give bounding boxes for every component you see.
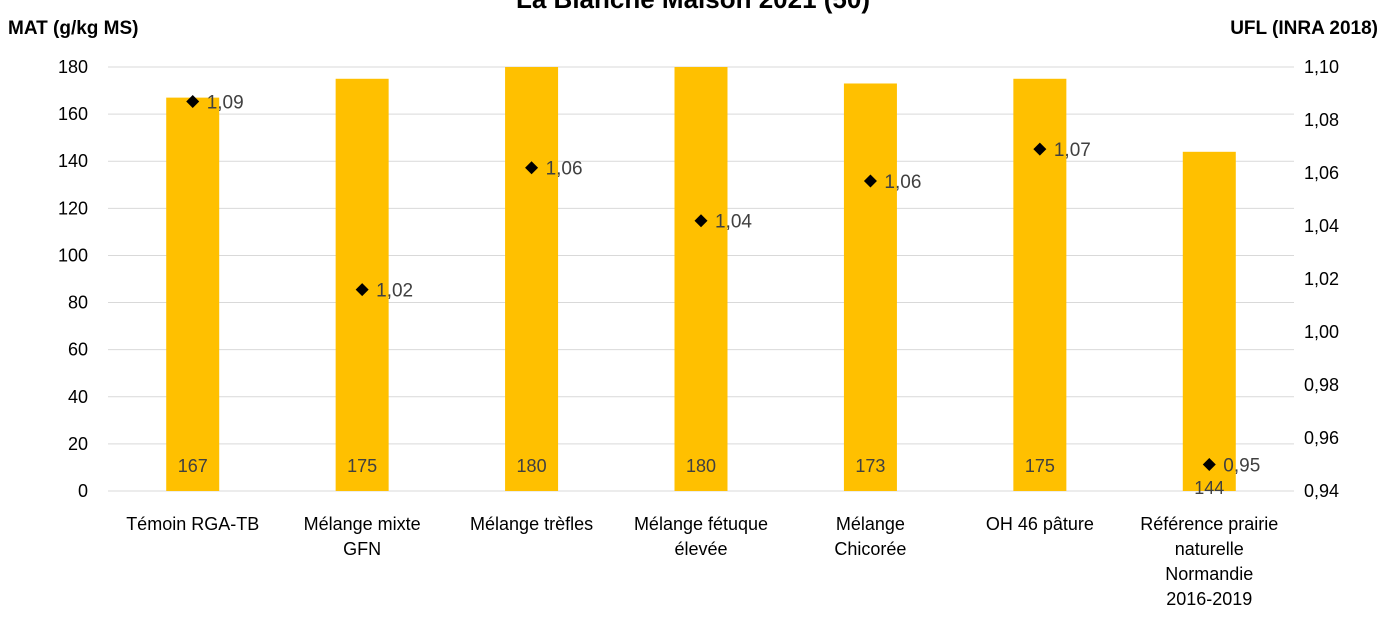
- bar: [843, 83, 897, 491]
- y2-tick-label: 0,96: [1304, 428, 1339, 448]
- point-value-label: 0,95: [1223, 456, 1260, 477]
- point-marker: [863, 174, 877, 188]
- category-label: OH 46 pâture: [986, 514, 1094, 534]
- bar-value-label: 180: [517, 456, 547, 476]
- bar: [674, 67, 728, 491]
- category-label: 2016-2019: [1166, 589, 1252, 609]
- y2-tick-label: 1,00: [1304, 322, 1339, 342]
- category-label: naturelle: [1175, 539, 1244, 559]
- bar-value-label: 144: [1194, 478, 1224, 498]
- point-value-label: 1,02: [376, 281, 413, 302]
- point-marker: [694, 214, 708, 228]
- y2-tick-label: 1,04: [1304, 216, 1339, 236]
- bars: 167 175 180 180 173 175 144: [166, 67, 1236, 498]
- category-label: Chicorée: [834, 539, 906, 559]
- tick-labels: 0 20 40 60 80 100 120 140 160 180 0,94 0,96 0,98 1,00…: [58, 57, 1339, 501]
- y-tick-label: 100: [58, 245, 88, 265]
- category-label: GFN: [343, 539, 381, 559]
- y-tick-label: 60: [68, 340, 88, 360]
- y2-tick-label: 1,08: [1304, 110, 1339, 130]
- point-marker: [355, 283, 369, 297]
- bar-value-label: 180: [686, 456, 716, 476]
- category-label: élevée: [674, 539, 727, 559]
- y-tick-label: 180: [58, 57, 88, 77]
- y-tick-label: 160: [58, 104, 88, 124]
- category-label: Mélange mixte: [304, 514, 421, 534]
- bar: [1182, 151, 1236, 492]
- y-tick-label: 40: [68, 387, 88, 407]
- category-label: Mélange trèfles: [470, 514, 593, 534]
- y2-tick-label: 1,02: [1304, 269, 1339, 289]
- y2-tick-label: 1,10: [1304, 57, 1339, 77]
- y-tick-label: 80: [68, 293, 88, 313]
- bar: [505, 67, 559, 491]
- point-marker: [525, 161, 539, 175]
- y2-tick-label: 0,98: [1304, 375, 1339, 395]
- point-value-label: 1,09: [207, 92, 244, 113]
- y-axis-title: MAT (g/kg MS): [8, 18, 139, 39]
- y-tick-label: 20: [68, 434, 88, 454]
- point-marker: [186, 94, 200, 108]
- point-value-label: 1,06: [884, 172, 921, 193]
- y2-tick-label: 0,94: [1304, 481, 1339, 501]
- category-label: Mélange: [836, 514, 905, 534]
- category-label: Mélange fétuque: [634, 514, 768, 534]
- y-tick-label: 120: [58, 198, 88, 218]
- bar: [166, 97, 220, 491]
- point-marker: [1033, 142, 1047, 156]
- y-tick-label: 140: [58, 151, 88, 171]
- bar-value-label: 175: [347, 456, 377, 476]
- point-value-label: 1,07: [1054, 140, 1091, 161]
- bar-value-label: 167: [178, 456, 208, 476]
- y2-tick-label: 1,06: [1304, 163, 1339, 183]
- y2-axis-title: UFL (INRA 2018): [1230, 18, 1378, 39]
- category-label: Normandie: [1165, 564, 1253, 584]
- bar-value-label: 175: [1025, 456, 1055, 476]
- category-labels: Témoin RGA-TB Mélange mixte GFN Mélange trè…: [126, 514, 1278, 609]
- category-label: Témoin RGA-TB: [126, 514, 259, 534]
- point-value-label: 1,04: [715, 212, 752, 233]
- point-value-label: 1,06: [546, 159, 583, 180]
- category-label: Référence prairie: [1140, 514, 1278, 534]
- point-marker: [1202, 458, 1216, 471]
- chart-title: La Blanche Maison 2021 (50): [516, 0, 870, 14]
- points: 1,09 1,02 1,06 1,04 1,06 1,07 0,95: [186, 92, 1260, 477]
- y-tick-label: 0: [78, 481, 88, 501]
- bar-value-label: 173: [855, 456, 885, 476]
